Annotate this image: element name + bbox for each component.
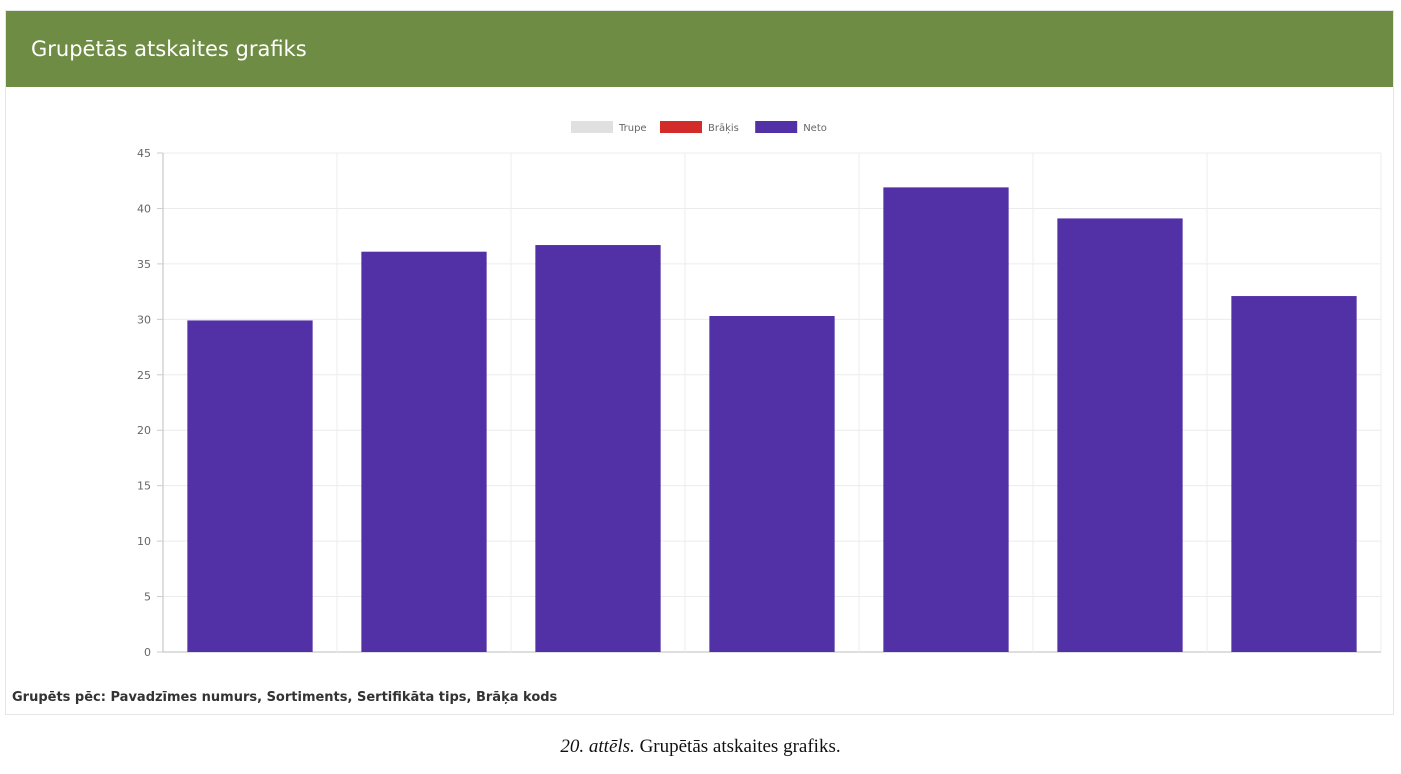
caption-text: Grupētās atskaites grafiks. (634, 736, 841, 757)
chart-bars (187, 187, 1357, 653)
chart-legend: Trupe Brāķis Neto (571, 121, 827, 134)
y-tick-label: 5 (144, 591, 151, 604)
legend-label-neto: Neto (803, 123, 827, 134)
legend-swatch-trupe (571, 121, 613, 133)
caption-number: 20. attēls. (560, 736, 635, 757)
panel-header: Grupētās atskaites grafiks (6, 11, 1393, 87)
y-tick-label: 10 (137, 535, 151, 548)
y-tick-label: 30 (137, 313, 151, 326)
bar-neto-1 (187, 320, 313, 652)
y-tick-label: 0 (144, 646, 151, 659)
bar-neto-5 (883, 187, 1009, 652)
bar-neto-3 (535, 245, 661, 652)
chart-panel: Grupētās atskaites grafiks Trupe Brāķis Ne… (5, 10, 1394, 715)
y-tick-label: 25 (137, 369, 151, 382)
panel-title: Grupētās atskaites grafiks (31, 37, 307, 61)
legend-swatch-br-is (660, 121, 702, 133)
y-tick-label: 20 (137, 424, 151, 437)
bar-neto-4 (709, 316, 835, 652)
grouped-by-label: Grupēts pēc: Pavadzīmes numurs, Sortimen… (12, 690, 558, 705)
y-tick-label: 15 (137, 480, 151, 493)
y-tick-label: 40 (137, 202, 151, 215)
legend-swatch-neto (755, 121, 798, 133)
figure-caption: 20. attēls. Grupētās atskaites grafiks. (0, 736, 1401, 758)
y-tick-label: 45 (137, 147, 151, 160)
bar-neto-2 (361, 251, 487, 653)
legend-label-br-is: Brāķis (708, 123, 739, 134)
bar-chart: Trupe Brāķis Neto 0 5 10 15 20 25 30 35 40 45 (137, 121, 1382, 659)
bar-neto-7 (1231, 296, 1357, 652)
bar-neto-6 (1057, 218, 1183, 652)
y-tick-label: 35 (137, 258, 151, 271)
y-axis: 0 5 10 15 20 25 30 35 40 45 (137, 147, 163, 659)
legend-label-trupe: Trupe (618, 123, 647, 134)
